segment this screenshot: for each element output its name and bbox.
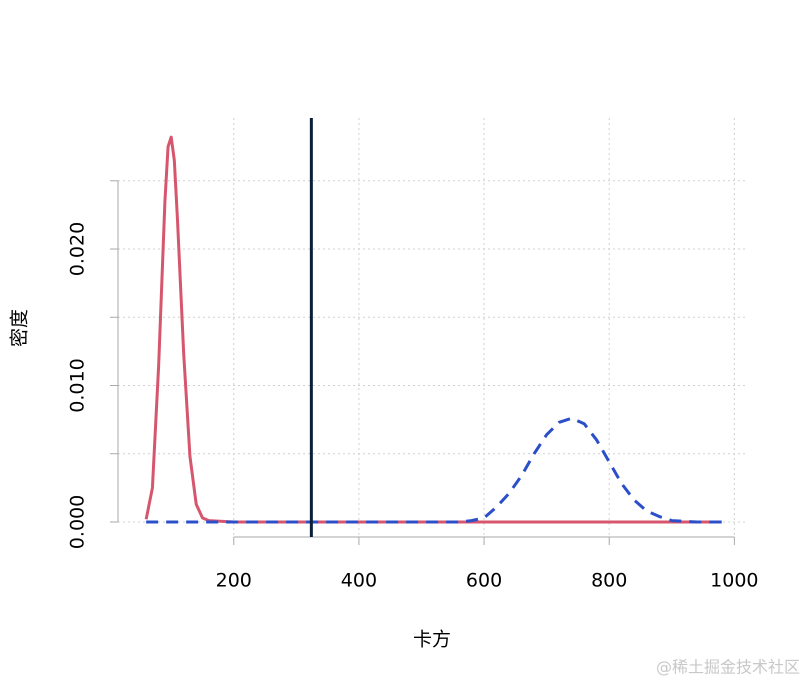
density-line <box>144 135 722 524</box>
watermark: @稀土掘金技术社区 <box>656 658 800 677</box>
x-axis-label: 卡方 <box>413 629 451 651</box>
y-tick-label: 0.010 <box>67 358 89 412</box>
x-tick-label: 600 <box>466 570 502 592</box>
x-tick-label: 400 <box>341 570 377 592</box>
y-tick-label: 0.020 <box>67 222 89 276</box>
x-tick-label: 800 <box>591 570 627 592</box>
x-tick-label: 200 <box>216 570 252 592</box>
x-tick-label: 1000 <box>710 570 758 592</box>
y-tick-label: 0.000 <box>67 495 89 549</box>
density-line <box>146 416 722 524</box>
y-axis-label: 密度 <box>9 309 31 347</box>
